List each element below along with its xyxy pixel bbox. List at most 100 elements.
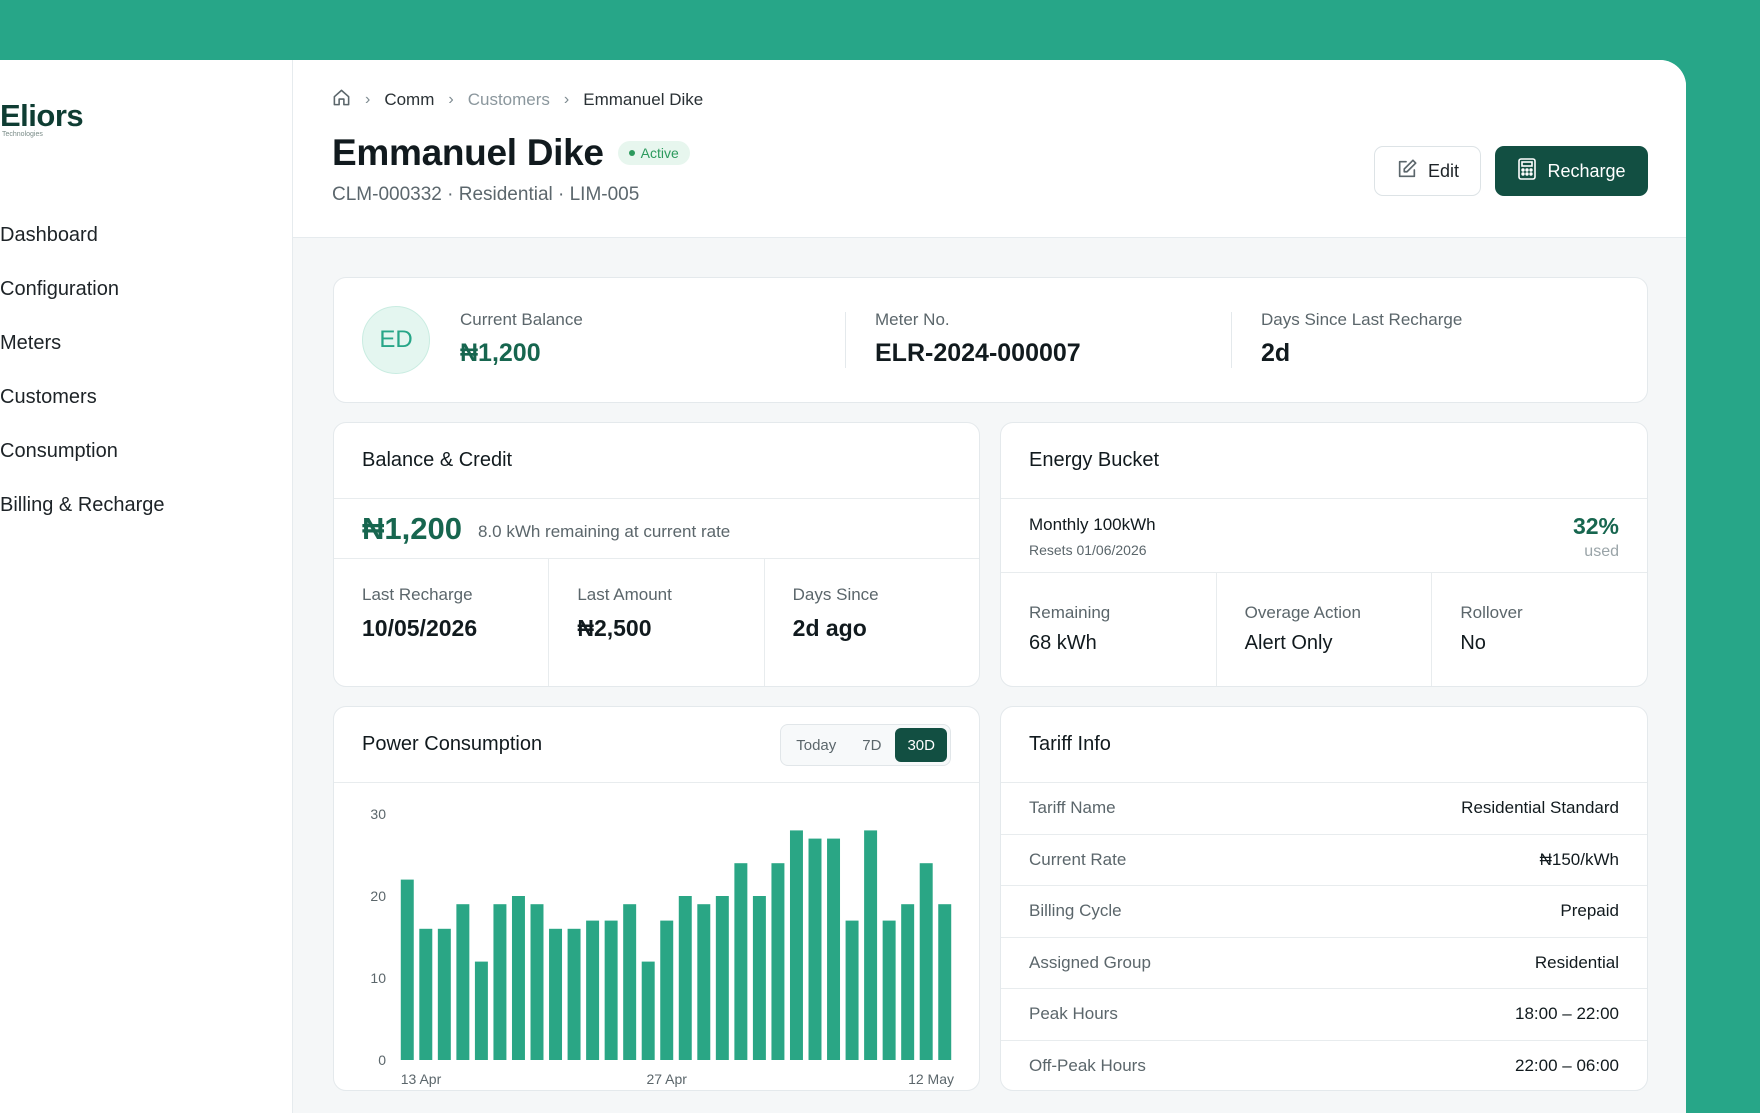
chart-bar (734, 863, 748, 1060)
tariff-row: Billing Cycle Prepaid (1001, 886, 1647, 938)
chart-bar (697, 904, 711, 1060)
range-today-button[interactable]: Today (796, 736, 837, 754)
breadcrumb: › Comm › Customers › Emmanuel Dike (332, 88, 703, 112)
sidebar-item-consumption[interactable]: Consumption (0, 439, 118, 462)
card-title: Energy Bucket (1001, 423, 1647, 499)
brand-name: Eliors (0, 98, 84, 133)
chart-bar (864, 830, 878, 1060)
chart-bar (641, 961, 655, 1060)
chart-bar (789, 830, 803, 1060)
balance-credit-card: Balance & Credit ₦1,200 8.0 kWh remainin… (333, 422, 980, 687)
remaining: Remaining 68 kWh (1001, 573, 1217, 686)
edit-button-label: Edit (1427, 160, 1460, 181)
power-consumption-card: Power Consumption Today 7D 30D 0 10 20 30 13… (333, 706, 980, 1091)
chart-bar (660, 920, 674, 1060)
chart-bar (549, 928, 563, 1060)
chevron-right-icon: › (365, 91, 371, 108)
days-since-value: 2d ago (792, 615, 867, 641)
range-selector: Today 7D 30D (780, 724, 951, 766)
breadcrumb-current: Emmanuel Dike (583, 90, 704, 109)
breadcrumb-comm[interactable]: Comm (384, 90, 435, 109)
last-recharge-label: Last Recharge (362, 585, 473, 604)
tariff-row-key: Peak Hours (1029, 1004, 1118, 1024)
chart-bar (511, 896, 525, 1060)
power-consumption-chart: 0 10 20 30 13 Apr 27 Apr 12 May (370, 806, 954, 1087)
sidebar-item-meters[interactable]: Meters (0, 331, 62, 354)
chart-bar (474, 961, 488, 1060)
energy-plan-reset: Resets 01/06/2026 (1029, 542, 1147, 558)
status-badge: Active (617, 141, 690, 165)
current-balance-label: Current Balance (460, 310, 583, 329)
rollover: Rollover No (1432, 573, 1647, 686)
calculator-icon (1517, 157, 1537, 185)
y-tick-label: 30 (370, 806, 386, 822)
sidebar-item-customers[interactable]: Customers (0, 385, 97, 408)
tariff-row-key: Tariff Name (1029, 798, 1116, 818)
tariff-row-value: Residential Standard (1461, 798, 1619, 818)
sidebar-item-configuration[interactable]: Configuration (0, 277, 119, 300)
chart-bar (586, 920, 600, 1060)
days-since-recharge-value: 2d (1261, 339, 1291, 367)
remaining-value: 68 kWh (1029, 632, 1097, 654)
last-amount: Last Amount ₦2,500 (549, 559, 765, 686)
current-balance: Current Balance ₦1,200 (460, 310, 583, 368)
last-amount-label: Last Amount (577, 585, 672, 604)
status-dot-icon (628, 150, 635, 156)
chart-bar (938, 904, 952, 1060)
rollover-label: Rollover (1460, 603, 1523, 622)
chart-bar (827, 838, 841, 1060)
card-title: Tariff Info (1001, 707, 1647, 783)
chart-bar (901, 904, 915, 1060)
customer-meta: CLM-000332 · Residential · LIM-005 (332, 184, 640, 205)
overage-action: Overage Action Alert Only (1217, 573, 1433, 686)
last-recharge-value: 10/05/2026 (362, 615, 478, 641)
x-tick-label: 27 Apr (646, 1071, 687, 1087)
edit-button[interactable]: Edit (1374, 146, 1481, 196)
tariff-row-key: Current Rate (1029, 849, 1127, 869)
y-tick-label: 20 (370, 888, 386, 904)
home-icon[interactable] (332, 88, 351, 112)
divider (845, 312, 846, 368)
chevron-right-icon: › (448, 91, 454, 108)
page-header: › Comm › Customers › Emmanuel Dike Emman… (293, 60, 1686, 238)
balance-amount: ₦1,200 (362, 510, 462, 546)
app-window: Eliors Technologies Dashboard Configurat… (0, 60, 1686, 1113)
tariff-info-card: Tariff Info Tariff Name Residential Stan… (1000, 706, 1648, 1091)
recharge-button[interactable]: Recharge (1495, 146, 1648, 196)
breadcrumb-customers[interactable]: Customers (467, 90, 550, 109)
tariff-row: Assigned Group Residential (1001, 938, 1647, 989)
main-content: ED Current Balance ₦1,200 Meter No. ELR-… (293, 238, 1686, 1113)
card-header: Power Consumption Today 7D 30D (334, 707, 979, 783)
energy-stats: Remaining 68 kWh Overage Action Alert On… (1001, 573, 1647, 686)
divider (1231, 312, 1232, 368)
tariff-row-key: Off-Peak Hours (1029, 1056, 1146, 1076)
status-badge-label: Active (640, 145, 679, 161)
chart-bar (400, 879, 414, 1060)
balance-stats: Last Recharge 10/05/2026 Last Amount ₦2,… (334, 559, 979, 686)
tariff-row: Tariff Name Residential Standard (1001, 783, 1647, 835)
chart-bar (419, 928, 433, 1060)
range-7d-button[interactable]: 7D (862, 736, 882, 754)
balance-note: 8.0 kWh remaining at current rate (477, 521, 731, 541)
chart-bar (715, 896, 729, 1060)
sidebar-item-dashboard[interactable]: Dashboard (0, 223, 98, 246)
avatar: ED (362, 306, 430, 374)
title-row: Emmanuel Dike Active (332, 132, 690, 174)
energy-bucket-card: Energy Bucket Monthly 100kWh Resets 01/0… (1000, 422, 1648, 687)
energy-used-label: used (1584, 543, 1619, 560)
brand-logo[interactable]: Eliors Technologies (0, 98, 84, 138)
edit-icon (1396, 158, 1418, 185)
sidebar-item-billing-recharge[interactable]: Billing & Recharge (0, 493, 165, 516)
tariff-row-value: 22:00 – 06:00 (1515, 1056, 1619, 1076)
range-30d-button[interactable]: 30D (895, 728, 947, 762)
summary-card: ED Current Balance ₦1,200 Meter No. ELR-… (333, 277, 1648, 403)
chart-bar (845, 920, 859, 1060)
x-tick-label: 12 May (908, 1071, 954, 1087)
last-amount-value: ₦2,500 (577, 615, 652, 641)
recharge-button-label: Recharge (1547, 160, 1626, 181)
sidebar-nav: Dashboard Configuration Meters Customers… (0, 208, 165, 532)
sidebar: Eliors Technologies Dashboard Configurat… (0, 60, 293, 1113)
tariff-row-value: Prepaid (1560, 901, 1619, 921)
days-since-recharge-label: Days Since Last Recharge (1261, 310, 1463, 329)
chart-bar (456, 904, 470, 1060)
